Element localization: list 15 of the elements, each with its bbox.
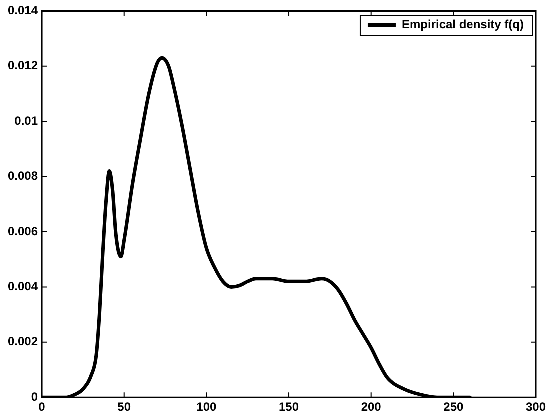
y-tick-label: 0.006 [8,224,38,238]
y-tick-label: 0.008 [8,169,38,184]
x-tick-label: 150 [279,400,300,414]
y-tick-label: 0.01 [14,114,38,128]
y-tick-label: 0.004 [8,280,38,294]
y-tick-label: 0.014 [8,4,38,18]
y-tick-label: 0.002 [8,334,38,349]
x-tick-label: 50 [118,400,132,414]
x-tick-label: 250 [444,400,464,414]
x-tick-label: 200 [361,400,382,414]
y-tick-label: 0 [31,390,38,404]
legend-label: Empirical density f(q) [402,18,524,32]
x-tick-label: 100 [196,400,218,414]
x-tick-label: 300 [526,400,546,414]
y-tick-label: 0.012 [8,58,38,73]
